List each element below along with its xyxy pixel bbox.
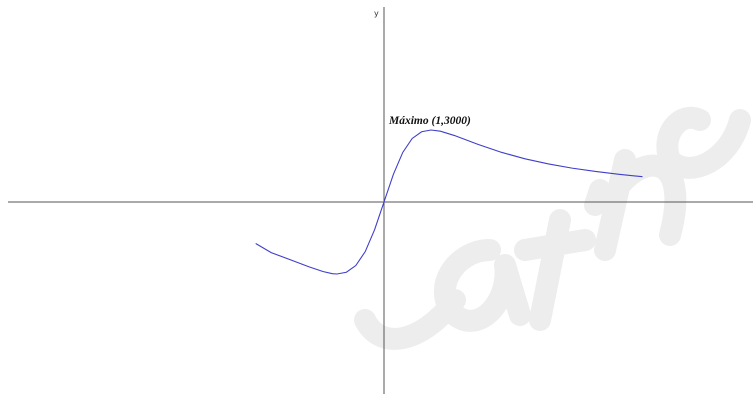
y-axis-label: y <box>374 9 379 18</box>
series-line-0 <box>255 129 643 275</box>
series-layer <box>255 129 643 275</box>
watermark <box>354 106 751 350</box>
max-annotation: Máximo (1,3000) <box>388 115 471 127</box>
